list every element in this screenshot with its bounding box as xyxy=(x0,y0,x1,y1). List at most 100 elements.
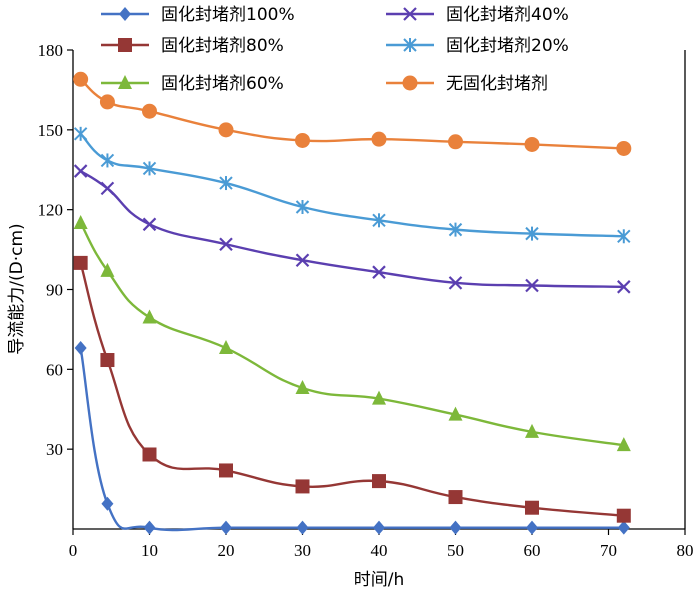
x-tick-label: 10 xyxy=(141,541,158,560)
legend-label: 固化封堵剂60% xyxy=(161,74,284,94)
legend-label: 固化封堵剂20% xyxy=(446,36,569,56)
x-tick-label: 80 xyxy=(677,541,694,560)
legend-marker xyxy=(403,38,417,52)
data-point xyxy=(100,262,115,277)
y-tick-label: 120 xyxy=(38,201,64,220)
data-point xyxy=(99,94,115,110)
series-line xyxy=(79,222,624,447)
data-point xyxy=(73,255,88,270)
data-point xyxy=(295,132,310,148)
data-point xyxy=(219,176,233,191)
series xyxy=(73,71,632,535)
legend-item: 固化封堵剂40% xyxy=(386,5,569,25)
series-0 xyxy=(74,341,630,535)
series-line xyxy=(79,132,624,238)
y-tick-label: 90 xyxy=(46,281,63,300)
data-point xyxy=(73,126,88,141)
legend-label: 无固化封堵剂 xyxy=(446,74,548,94)
x-axis-label: 时间/h xyxy=(354,570,405,590)
data-point xyxy=(372,265,386,279)
data-point xyxy=(219,340,233,355)
data-point xyxy=(142,217,157,232)
y-tick-label: 30 xyxy=(46,440,63,459)
data-point xyxy=(219,237,233,252)
data-point xyxy=(101,496,114,511)
data-point xyxy=(616,508,631,523)
legend-label: 固化封堵剂80% xyxy=(161,36,284,56)
data-point xyxy=(142,309,157,324)
data-point xyxy=(448,222,463,237)
data-point xyxy=(524,136,540,152)
data-point xyxy=(525,278,539,293)
data-point xyxy=(295,479,310,494)
data-point xyxy=(73,214,88,229)
data-point xyxy=(296,520,309,535)
data-point xyxy=(525,423,539,438)
data-point xyxy=(73,71,89,87)
legend: 固化封堵剂100% 固化封堵剂40% 固化封堵剂80% 固化封堵剂20% 固化封堵剂60… xyxy=(101,5,569,94)
legend-marker xyxy=(403,7,417,21)
data-point xyxy=(372,213,386,228)
x-tick-label: 60 xyxy=(524,541,541,560)
x-tick-label: 40 xyxy=(371,541,388,560)
data-point xyxy=(617,229,631,244)
data-point xyxy=(100,153,115,168)
legend-item: 固化封堵剂60% xyxy=(101,74,284,94)
legend-item: 固化封堵剂80% xyxy=(101,36,284,56)
data-point xyxy=(448,276,463,290)
data-point xyxy=(448,134,463,150)
data-point xyxy=(218,122,234,138)
data-point xyxy=(372,474,386,489)
series-4 xyxy=(73,126,631,244)
legend-marker xyxy=(118,38,132,52)
data-point xyxy=(525,500,539,515)
series-line xyxy=(79,262,624,517)
data-point xyxy=(616,437,631,452)
x-tick-label: 20 xyxy=(218,541,235,560)
data-point xyxy=(74,341,87,356)
data-point xyxy=(372,390,386,405)
legend-label: 固化封堵剂100% xyxy=(161,5,295,25)
legend-marker xyxy=(118,75,132,89)
x-tick-label: 70 xyxy=(600,541,617,560)
axes xyxy=(72,50,686,530)
series-3 xyxy=(73,164,631,294)
data-point xyxy=(142,447,157,462)
data-point xyxy=(295,379,310,394)
legend-marker xyxy=(119,7,131,21)
data-point xyxy=(219,463,233,478)
x-tick-label: 0 xyxy=(69,541,78,560)
x-tick-label: 30 xyxy=(294,541,311,560)
data-point xyxy=(142,103,157,119)
series-5 xyxy=(73,71,632,156)
series-line xyxy=(79,170,624,289)
series-1 xyxy=(73,255,631,523)
data-point xyxy=(73,164,88,178)
data-point xyxy=(449,520,462,535)
series-2 xyxy=(73,214,631,452)
data-point xyxy=(295,200,310,215)
y-tick-label: 150 xyxy=(38,121,64,140)
data-point xyxy=(100,353,115,368)
data-point xyxy=(295,253,310,268)
legend-item: 无固化封堵剂 xyxy=(386,74,548,94)
data-point xyxy=(143,520,156,535)
data-point xyxy=(373,520,385,535)
data-point xyxy=(616,140,632,156)
data-point xyxy=(526,520,538,535)
data-point xyxy=(617,520,630,535)
data-point xyxy=(142,161,157,176)
legend-item: 固化封堵剂100% xyxy=(101,5,295,25)
legend-marker xyxy=(402,75,418,91)
data-point xyxy=(525,226,539,241)
series-line xyxy=(79,347,624,532)
legend-label: 固化封堵剂40% xyxy=(446,5,569,25)
y-axis-label: 导流能力/(D·cm) xyxy=(7,223,27,354)
x-tick-label: 50 xyxy=(447,541,464,560)
data-point xyxy=(448,490,463,505)
data-point xyxy=(220,520,232,535)
data-point xyxy=(617,280,631,294)
ticks: 0 10 20 30 40 50 60 70 80 30 60 90 120 150 180 xyxy=(38,41,694,560)
